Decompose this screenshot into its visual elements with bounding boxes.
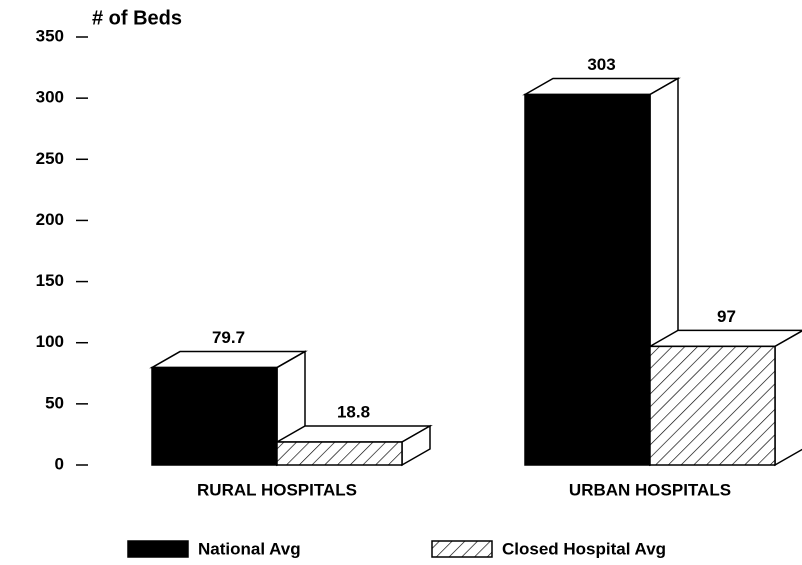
y-tick-label: 0 <box>55 454 64 473</box>
bar <box>524 93 651 466</box>
bar <box>276 441 403 466</box>
y-tick-label: 300 <box>36 88 64 107</box>
value-label: 79.7 <box>212 328 245 347</box>
y-axis-label: # of Beds <box>92 7 182 29</box>
y-tick-label: 150 <box>36 271 64 290</box>
y-tick-label: 250 <box>36 149 64 168</box>
legend-label: National Avg <box>198 539 301 558</box>
bar <box>151 366 278 466</box>
value-label: 97 <box>717 307 736 326</box>
y-tick-label: 200 <box>36 210 64 229</box>
y-tick-label: 50 <box>45 393 64 412</box>
bar <box>649 345 776 466</box>
legend-swatch <box>431 540 493 558</box>
y-tick-label: 350 <box>36 26 64 45</box>
x-tick-label: RURAL HOSPITALS <box>197 480 357 499</box>
legend-label: Closed Hospital Avg <box>502 539 666 558</box>
y-tick-label: 100 <box>36 332 64 351</box>
value-label: 18.8 <box>337 402 370 421</box>
legend-swatch <box>127 540 189 558</box>
value-label: 303 <box>587 55 615 74</box>
bar-side <box>774 330 802 467</box>
x-tick-label: URBAN HOSPITALS <box>569 480 731 499</box>
